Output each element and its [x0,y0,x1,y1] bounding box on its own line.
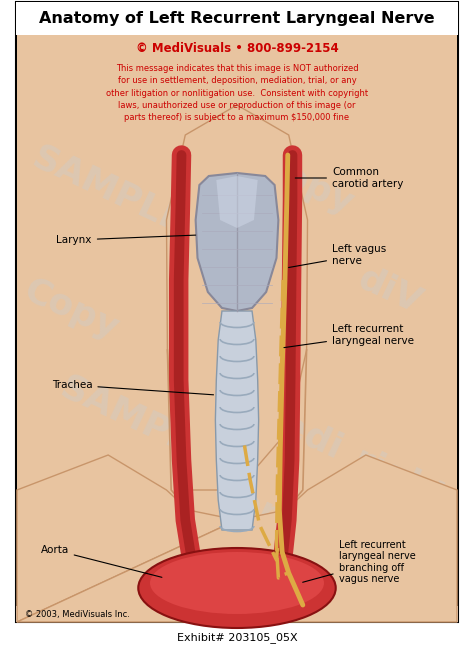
Text: Aorta: Aorta [40,545,162,578]
Text: Left vagus
nerve: Left vagus nerve [289,244,386,267]
Text: right: right [197,293,301,367]
Polygon shape [216,176,258,228]
Text: Left recurrent
laryngeal nerve: Left recurrent laryngeal nerve [284,324,414,348]
FancyBboxPatch shape [16,606,458,622]
Text: © MediVisuals • 800-899-2154: © MediVisuals • 800-899-2154 [136,42,338,55]
Text: Trachea: Trachea [52,380,214,395]
Text: SAMPLE: SAMPLE [27,140,190,240]
Text: LE: LE [70,495,128,546]
Text: - Copy: - Copy [287,517,418,602]
Text: diV: diV [353,261,428,319]
FancyBboxPatch shape [17,35,457,621]
Text: Exhibit# 203105_05X: Exhibit# 203105_05X [177,633,297,643]
Polygon shape [166,105,308,490]
Polygon shape [196,173,278,311]
Polygon shape [17,455,237,622]
Ellipse shape [150,552,324,614]
Text: SAMPLE: SAMPLE [55,370,218,470]
Text: Larynx: Larynx [56,235,196,245]
Text: Copy: Copy [253,149,358,222]
Text: Anatomy of Left Recurrent Laryngeal Nerve: Anatomy of Left Recurrent Laryngeal Nerv… [39,12,435,27]
Ellipse shape [138,548,336,628]
Text: © 2003, MediVisuals Inc.: © 2003, MediVisuals Inc. [26,609,130,618]
Polygon shape [215,311,259,530]
Text: Medi: Medi [244,394,348,466]
Text: Copy: Copy [206,473,311,546]
Polygon shape [17,455,457,622]
FancyBboxPatch shape [16,2,458,622]
Text: Copy: Copy [18,273,123,347]
Text: This message indicates that this image is NOT authorized
for use in settlement, : This message indicates that this image i… [106,64,368,122]
Text: Left recurrent
laryngeal nerve
branching off
vagus nerve: Left recurrent laryngeal nerve branching… [303,539,415,584]
Text: Common
carotid artery: Common carotid artery [295,167,403,189]
Text: SAMPLE: SAMPLE [83,510,246,610]
FancyBboxPatch shape [16,2,458,35]
Text: right: right [347,444,452,517]
